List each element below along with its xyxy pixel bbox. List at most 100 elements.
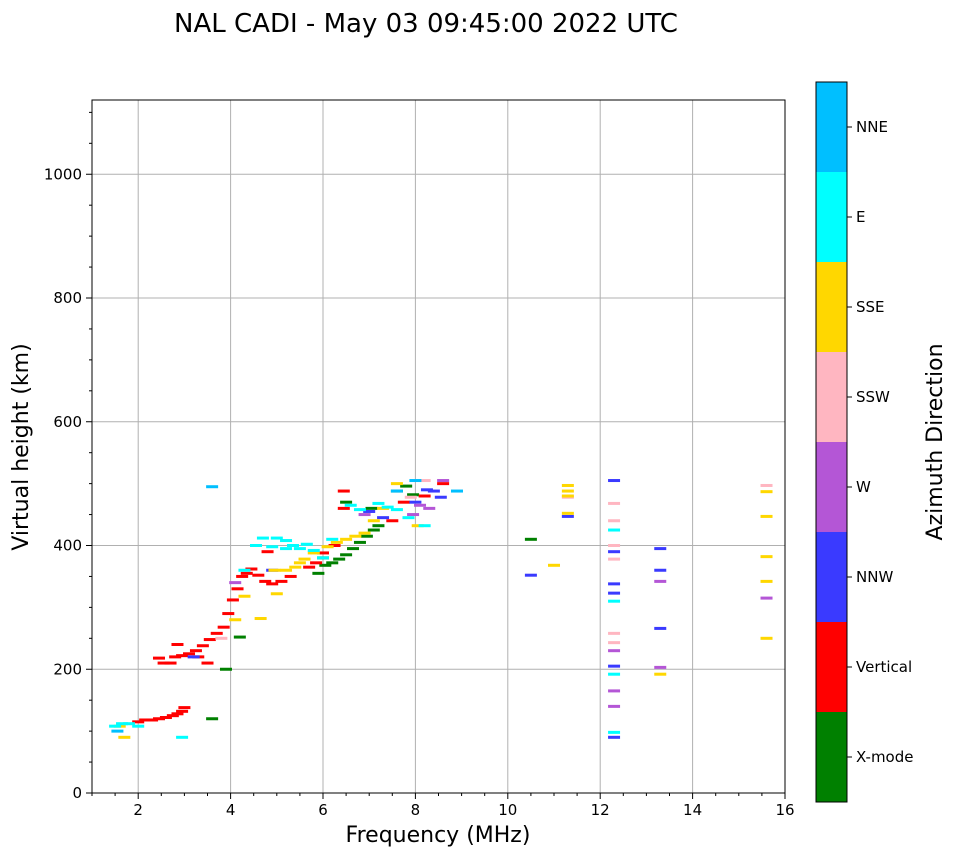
data-point-e xyxy=(132,724,145,728)
data-point-vertical xyxy=(201,661,214,665)
data-point-vertical xyxy=(240,571,253,575)
data-point-sse xyxy=(760,636,773,640)
data-point-nne xyxy=(450,489,463,493)
data-point-x-mode xyxy=(319,563,332,567)
data-point-vertical xyxy=(275,579,288,583)
data-point-vertical xyxy=(284,574,297,578)
data-point-e xyxy=(176,735,189,739)
data-point-vertical xyxy=(236,574,249,578)
colorbar-swatch-w xyxy=(816,442,847,532)
data-point-sse xyxy=(280,568,293,572)
data-point-nnw xyxy=(377,516,390,520)
y-tick-label: 200 xyxy=(53,660,82,678)
data-point-vertical xyxy=(166,714,179,718)
x-tick-label: 4 xyxy=(226,801,236,819)
data-point-e xyxy=(381,505,394,509)
data-point-vertical xyxy=(337,506,350,510)
data-point-nnw xyxy=(561,514,574,518)
data-point-e xyxy=(353,508,366,512)
axes: 2 4 6 8 10 12 14 16 0 200 400 600 800 1000 xyxy=(44,111,795,819)
colorbar-tick-label: NNW xyxy=(856,568,893,586)
data-point-vertical xyxy=(164,661,177,665)
colorbar-swatch-x-mode xyxy=(816,712,847,802)
data-point-e xyxy=(307,548,320,552)
data-point-sse xyxy=(760,579,773,583)
data-point-nne xyxy=(111,729,124,733)
data-point-sse xyxy=(760,555,773,559)
y-tick-label: 0 xyxy=(72,784,82,802)
data-point-ssw xyxy=(418,479,431,483)
data-point-nnw xyxy=(409,500,422,504)
data-point-nne xyxy=(409,479,422,483)
data-point-x-mode xyxy=(524,537,537,541)
data-point-vertical xyxy=(146,718,159,722)
data-point-sse xyxy=(561,483,574,487)
data-point-x-mode xyxy=(347,547,360,551)
chart-title: NAL CADI - May 03 09:45:00 2022 UTC xyxy=(174,9,678,39)
data-point-vertical xyxy=(259,579,272,583)
data-point-vertical xyxy=(171,712,184,716)
y-axis-label: Virtual height (km) xyxy=(9,343,34,550)
data-point-vertical xyxy=(328,544,341,547)
data-point-ssw xyxy=(608,544,621,547)
data-point-vertical xyxy=(252,573,265,577)
data-point-vertical xyxy=(266,582,279,586)
data-point-e xyxy=(608,730,621,734)
data-point-e xyxy=(344,503,357,507)
y-tick-label: 400 xyxy=(53,537,82,555)
data-point-sse xyxy=(298,557,311,561)
data-point-sse xyxy=(268,568,281,572)
data-point-e xyxy=(280,547,293,551)
data-point-e xyxy=(608,672,621,676)
colorbar-swatch-nnw xyxy=(816,532,847,622)
data-point-w xyxy=(414,503,427,507)
data-point-vertical xyxy=(386,519,399,523)
data-point-vertical xyxy=(418,494,431,498)
data-point-sse xyxy=(548,563,560,567)
data-point-vertical xyxy=(222,612,235,616)
colorbar-tick-label: SSW xyxy=(856,388,890,406)
data-point-sse xyxy=(238,594,251,598)
data-point-vertical xyxy=(397,500,410,504)
data-point-x-mode xyxy=(206,717,219,721)
data-point-e xyxy=(326,537,339,541)
data-points xyxy=(109,479,773,739)
data-point-ssw xyxy=(608,557,621,561)
data-point-x-mode xyxy=(367,528,380,532)
data-point-vertical xyxy=(303,565,316,569)
x-tick-label: 14 xyxy=(683,801,702,819)
data-point-nnw xyxy=(608,735,621,739)
data-point-x-mode xyxy=(400,484,413,488)
data-point-nnw xyxy=(608,591,621,595)
data-point-x-mode xyxy=(340,500,353,504)
colorbar-tick-label: SSE xyxy=(856,298,885,316)
data-point-sse xyxy=(254,617,267,621)
data-point-w xyxy=(608,689,621,693)
data-point-sse xyxy=(561,511,574,515)
data-point-e xyxy=(418,524,431,528)
y-tick-label: 1000 xyxy=(44,165,82,183)
x-axis-label: Frequency (MHz) xyxy=(346,823,531,848)
data-point-sse xyxy=(358,531,371,535)
data-point-ssw xyxy=(608,631,621,635)
colorbar-tick-label: X-mode xyxy=(856,748,913,766)
x-tick-label: 16 xyxy=(775,801,794,819)
data-point-vertical xyxy=(217,625,230,629)
data-point-nne xyxy=(390,489,403,493)
data-point-sse xyxy=(367,519,380,523)
data-point-vertical xyxy=(152,656,165,660)
colorbar-tick-label: NNE xyxy=(856,118,888,136)
colorbar-swatch-ssw xyxy=(816,352,847,442)
data-point-e xyxy=(300,542,313,546)
data-point-sse xyxy=(411,524,424,528)
x-tick-label: 2 xyxy=(133,801,143,819)
colorbar-tick-label: W xyxy=(856,478,871,496)
plot-frame xyxy=(91,99,786,794)
data-point-vertical xyxy=(317,551,329,555)
data-point-sse xyxy=(270,592,283,596)
data-point-nnw xyxy=(654,626,667,630)
data-point-w xyxy=(654,579,667,583)
data-point-e xyxy=(266,545,279,549)
colorbar: X-mode Vertical NNW W SSW SSE E NNE xyxy=(815,81,913,803)
data-point-sse xyxy=(307,551,320,555)
